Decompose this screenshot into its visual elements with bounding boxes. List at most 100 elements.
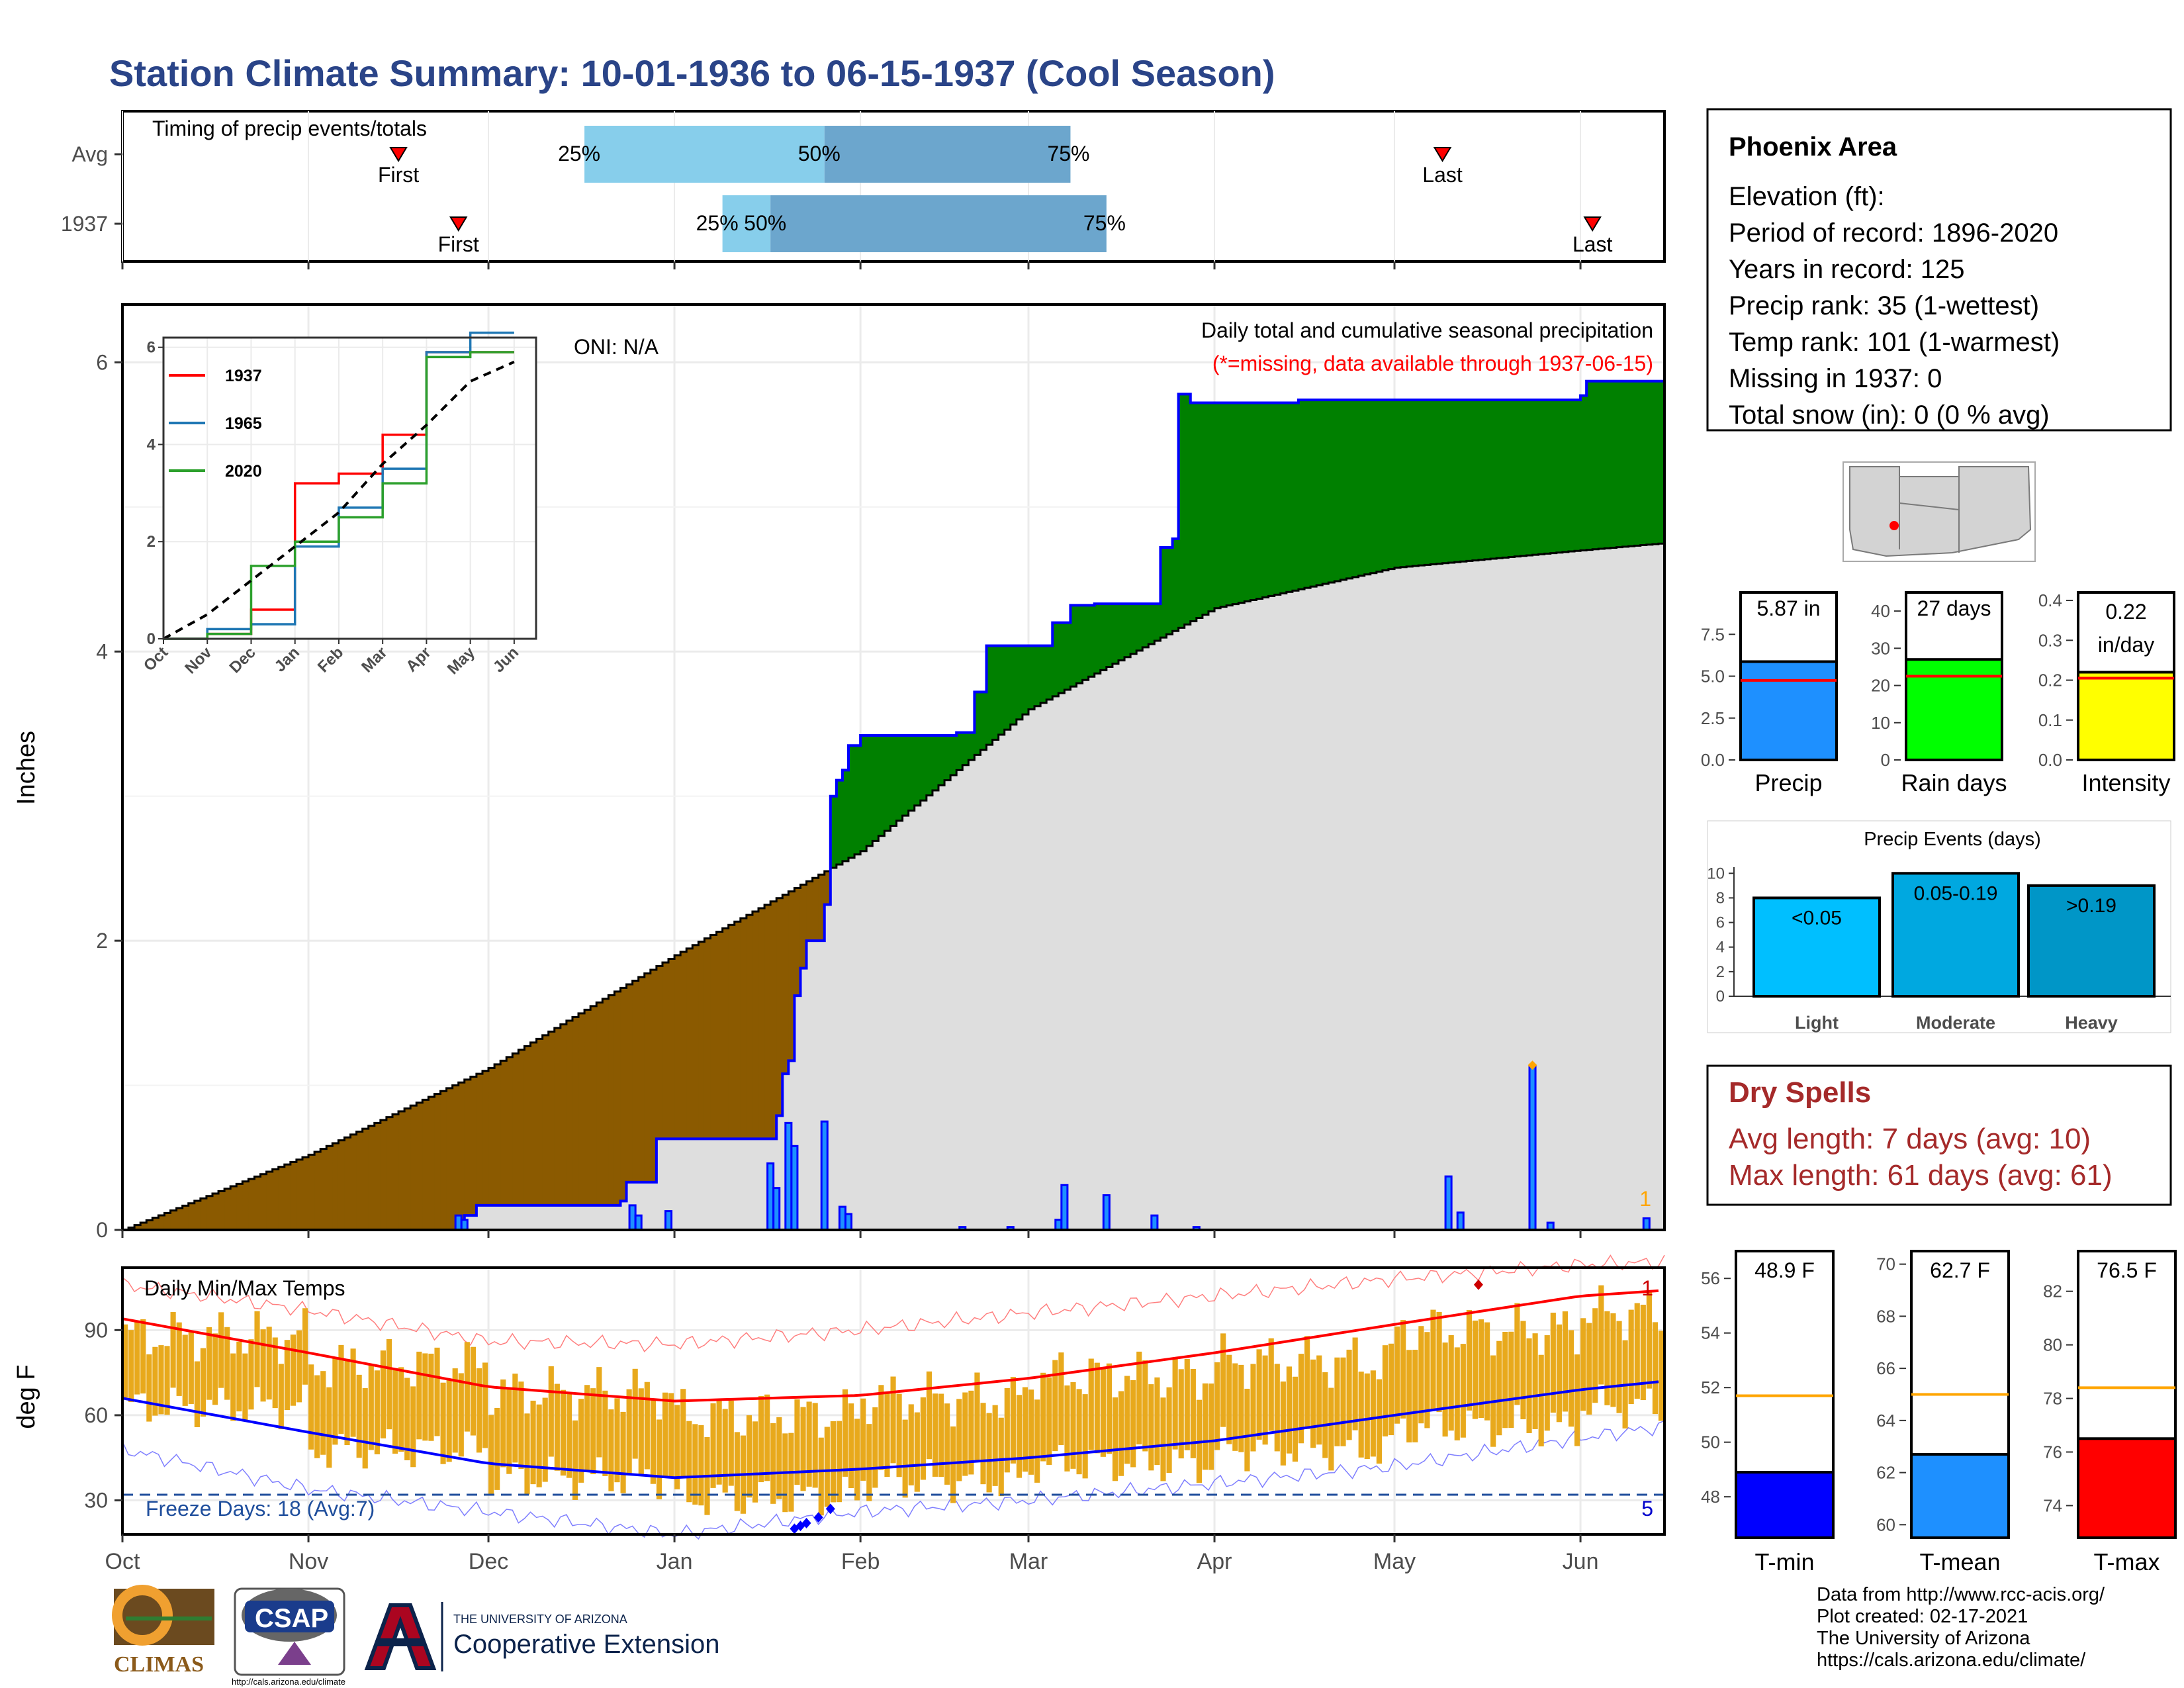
tbar-ytick-label: 64 (1876, 1411, 1895, 1430)
daily-temp-bar (716, 1399, 722, 1485)
daily-temp-bar (1010, 1377, 1016, 1464)
daily-temp-bar (1568, 1330, 1574, 1427)
daily-temp-bar (1208, 1383, 1214, 1470)
daily-temp-bar (242, 1353, 248, 1421)
daily-temp-bar (698, 1425, 704, 1506)
daily-temp-bar (374, 1370, 380, 1454)
climas-wordmark: CLIMAS (114, 1652, 204, 1677)
daily-temp-bar (992, 1405, 998, 1486)
events-category-label: Light (1795, 1013, 1839, 1033)
daily-temp-bar (284, 1340, 290, 1411)
daily-temp-bar (1022, 1387, 1028, 1472)
daily-temp-bar (758, 1395, 764, 1483)
inset-ytick-label: 4 (147, 436, 156, 453)
daily-temp-bar (1298, 1354, 1304, 1444)
daily-temp-bar (932, 1393, 938, 1477)
daily-temp-bar (1532, 1333, 1538, 1429)
events-bar-moderate (1891, 872, 2020, 998)
stat-bar-rain-days (1905, 658, 2003, 762)
daily-temp-bar (386, 1338, 392, 1430)
month-label: Oct (105, 1549, 140, 1574)
daily-temp-bar (866, 1424, 872, 1501)
daily-temp-bar (1580, 1318, 1586, 1411)
station-line: Period of record: 1896-2020 (1729, 218, 2058, 248)
daily-temp-bar (1310, 1359, 1316, 1448)
csap-url: http://cals.arizona.edu/climate (232, 1677, 345, 1687)
daily-temp-bar (734, 1432, 740, 1511)
ua-logo: THE UNIVERSITY OF ARIZONA Cooperative Ex… (364, 1602, 719, 1671)
daily-temp-bar (1160, 1397, 1166, 1481)
daily-temp-bar (1166, 1387, 1172, 1474)
daily-temp-bar (668, 1393, 674, 1478)
precip-ylabel: Inches (13, 731, 40, 805)
daily-temp-bar (260, 1329, 266, 1402)
tbar-ytick-label: 52 (1701, 1378, 1720, 1397)
daily-temp-bar (1220, 1333, 1226, 1427)
daily-temp-bar (1604, 1311, 1610, 1405)
station-marker (1889, 521, 1899, 530)
timing-bar-25-50 (584, 126, 825, 183)
daily-temp-bar (206, 1327, 212, 1400)
daily-temp-bar (302, 1308, 308, 1385)
daily-temp-bar (170, 1312, 176, 1388)
station-line: Elevation (ft): (1729, 182, 1885, 211)
daily-temp-bar (554, 1383, 560, 1471)
daily-temp-bar (1364, 1373, 1370, 1460)
tbar-t-max (2077, 1437, 2177, 1539)
daily-temp-bar (1628, 1309, 1634, 1405)
inset-avg-line (163, 360, 515, 640)
tbar-ytick-label: 66 (1876, 1358, 1895, 1378)
daily-temp-bar (890, 1376, 896, 1464)
dry-spells-avg: Avg length: 7 days (avg: 10) (1729, 1123, 2091, 1155)
tbar-ytick-label: 70 (1876, 1254, 1895, 1274)
inset-legend-label: 1965 (225, 414, 262, 433)
inset-background (163, 338, 536, 639)
logos: CLIMAS CSAP http://cals.arizona.edu/clim… (112, 1585, 719, 1687)
temp-ytick-label: 90 (84, 1318, 108, 1342)
daily-temp-bar (548, 1366, 554, 1457)
daily-temp-bar (326, 1387, 332, 1468)
tbar-ytick-label: 76 (2043, 1442, 2062, 1462)
record-max-line (122, 1254, 1665, 1352)
precip-ytick-label: 2 (96, 929, 108, 953)
daily-precip-bar (790, 1145, 799, 1231)
daily-temp-bar (1544, 1335, 1550, 1431)
daily-temp-bar (1214, 1362, 1220, 1450)
stat-value: 27 days (1917, 596, 1991, 620)
station-name: Phoenix Area (1729, 132, 1897, 162)
events-category-label: Moderate (1916, 1013, 1995, 1033)
stat-ytick-label: 0 (1881, 750, 1890, 770)
tbar-ytick-label: 78 (2043, 1389, 2062, 1409)
daily-temp-bar (308, 1364, 314, 1450)
daily-temp-bar (1004, 1387, 1010, 1473)
daily-temp-bar (194, 1361, 200, 1427)
daily-temp-bar (530, 1400, 536, 1485)
daily-temp-bar (1118, 1391, 1124, 1476)
daily-temp-bar (986, 1413, 992, 1493)
daily-temp-bar (1082, 1394, 1088, 1479)
dry-spells-title: Dry Spells (1729, 1076, 1871, 1109)
daily-temp-bar (1526, 1338, 1532, 1433)
daily-temp-bar (902, 1419, 908, 1498)
inset-ytick-label: 0 (147, 630, 156, 648)
daily-temp-bar (1286, 1366, 1292, 1454)
timing-bar-50-75 (824, 126, 1071, 183)
daily-temp-bar (1136, 1351, 1142, 1444)
daily-temp-bar (1412, 1350, 1418, 1442)
daily-temp-bar (656, 1419, 662, 1499)
stat-ytick-label: 0.3 (2038, 630, 2062, 650)
temp-ytick-label: 30 (84, 1489, 108, 1513)
daily-temp-bar (884, 1393, 890, 1477)
daily-temp-bar (440, 1382, 446, 1464)
timing-title: Timing of precip events/totals (152, 117, 427, 140)
daily-temp-bar (494, 1407, 500, 1490)
daily-temp-bar (1592, 1308, 1598, 1403)
station-info-box: Phoenix Area Elevation (ft): Period of re… (1706, 108, 2172, 432)
stat-bars: 0.0 2.5 5.0 7.5 5.87 in Precip 0 10 20 30 40 27 day… (1701, 590, 2175, 796)
daily-temp-bar (626, 1389, 632, 1476)
daily-temp-bar (836, 1421, 842, 1503)
daily-precip-bar (634, 1214, 643, 1231)
daily-temp-bar (770, 1423, 776, 1504)
daily-temp-bar (188, 1332, 194, 1404)
daily-temp-bar (1172, 1358, 1178, 1450)
